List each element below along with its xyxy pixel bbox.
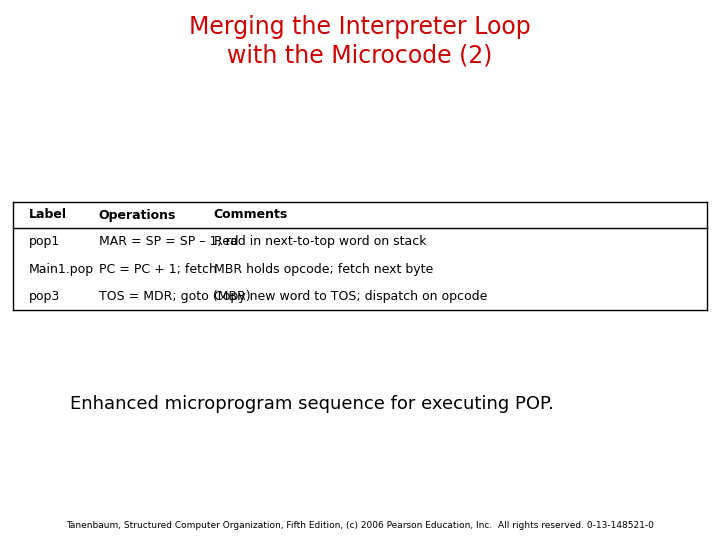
Text: Enhanced microprogram sequence for executing POP.: Enhanced microprogram sequence for execu… (70, 395, 554, 413)
Text: Main1.pop: Main1.pop (29, 262, 94, 275)
Text: Read in next-to-top word on stack: Read in next-to-top word on stack (214, 235, 426, 248)
Text: Comments: Comments (214, 208, 288, 221)
Text: Tanenbaum, Structured Computer Organization, Fifth Edition, (c) 2006 Pearson Edu: Tanenbaum, Structured Computer Organizat… (66, 521, 654, 530)
Text: PC = PC + 1; fetch: PC = PC + 1; fetch (99, 262, 217, 275)
Text: pop1: pop1 (29, 235, 60, 248)
Text: MAR = SP = SP – 1; rd: MAR = SP = SP – 1; rd (99, 235, 238, 248)
Text: Merging the Interpreter Loop
with the Microcode (2): Merging the Interpreter Loop with the Mi… (189, 15, 531, 68)
Text: Label: Label (29, 208, 66, 221)
Text: Operations: Operations (99, 208, 176, 221)
Text: Copy new word to TOS; dispatch on opcode: Copy new word to TOS; dispatch on opcode (214, 290, 487, 303)
Text: MBR holds opcode; fetch next byte: MBR holds opcode; fetch next byte (214, 262, 433, 275)
Text: TOS = MDR; goto (MBR): TOS = MDR; goto (MBR) (99, 290, 251, 303)
Text: pop3: pop3 (29, 290, 60, 303)
